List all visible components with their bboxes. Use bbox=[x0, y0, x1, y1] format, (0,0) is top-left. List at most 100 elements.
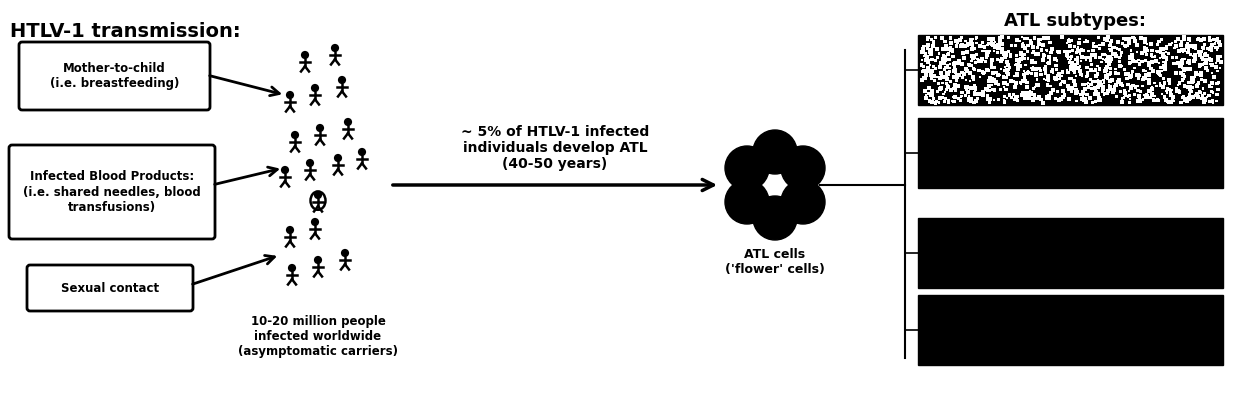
Point bbox=[1068, 44, 1087, 51]
Point bbox=[1056, 48, 1076, 55]
Point bbox=[1123, 82, 1143, 89]
Point bbox=[1192, 54, 1211, 61]
Point bbox=[1110, 88, 1130, 95]
Point bbox=[963, 99, 983, 106]
Point bbox=[945, 60, 965, 67]
Point bbox=[923, 99, 942, 105]
Point bbox=[916, 92, 936, 99]
Point bbox=[1109, 78, 1128, 85]
Point bbox=[1087, 84, 1107, 90]
Point bbox=[1207, 80, 1226, 87]
Point bbox=[946, 70, 966, 77]
Point bbox=[949, 73, 968, 79]
Point bbox=[928, 88, 947, 95]
Circle shape bbox=[345, 119, 351, 125]
Point bbox=[937, 63, 957, 69]
Point bbox=[1049, 48, 1069, 55]
Point bbox=[966, 59, 986, 65]
Point bbox=[1109, 46, 1128, 52]
Point bbox=[1011, 51, 1030, 58]
Circle shape bbox=[781, 146, 825, 190]
Point bbox=[1132, 50, 1152, 56]
Point bbox=[1148, 69, 1168, 76]
Point bbox=[960, 61, 980, 68]
Point bbox=[965, 89, 985, 96]
Point bbox=[1199, 56, 1219, 62]
Point bbox=[1135, 92, 1154, 98]
Circle shape bbox=[286, 227, 294, 234]
Point bbox=[1169, 80, 1189, 86]
Point bbox=[1198, 53, 1218, 59]
Point bbox=[1018, 70, 1038, 76]
Point bbox=[1193, 54, 1213, 60]
Point bbox=[983, 36, 1003, 42]
Point bbox=[1035, 96, 1055, 102]
Point bbox=[1143, 68, 1163, 74]
Point bbox=[1197, 65, 1216, 71]
Point bbox=[1203, 90, 1223, 96]
Point bbox=[1205, 64, 1225, 70]
Point bbox=[1187, 90, 1207, 97]
Point bbox=[1065, 82, 1085, 88]
Point bbox=[1189, 80, 1209, 86]
Point bbox=[1035, 63, 1055, 69]
Point bbox=[966, 40, 986, 46]
Point bbox=[1156, 54, 1176, 61]
Point bbox=[994, 64, 1014, 70]
Point bbox=[992, 34, 1012, 40]
Point bbox=[980, 98, 999, 105]
Point bbox=[1197, 94, 1216, 100]
Point bbox=[1116, 71, 1136, 77]
Point bbox=[965, 54, 985, 61]
Point bbox=[1043, 88, 1063, 94]
Point bbox=[1080, 95, 1100, 102]
Point bbox=[1092, 83, 1112, 90]
Circle shape bbox=[315, 191, 321, 198]
Point bbox=[998, 71, 1018, 77]
Point bbox=[996, 74, 1016, 80]
Point bbox=[1111, 50, 1131, 56]
Point bbox=[931, 85, 951, 91]
Point bbox=[968, 95, 988, 101]
Point bbox=[1148, 96, 1168, 102]
Point bbox=[1090, 45, 1110, 52]
Point bbox=[1122, 52, 1142, 58]
Point bbox=[957, 67, 977, 74]
Point bbox=[1027, 66, 1047, 72]
Point bbox=[1121, 73, 1141, 79]
Point bbox=[1019, 95, 1039, 101]
Point bbox=[1060, 60, 1080, 66]
Point bbox=[1200, 99, 1220, 105]
Point bbox=[1172, 65, 1192, 71]
Point bbox=[1090, 97, 1110, 103]
Point bbox=[1029, 94, 1049, 101]
Point bbox=[1183, 42, 1203, 49]
Point bbox=[980, 83, 999, 89]
Point bbox=[1066, 90, 1086, 97]
Point bbox=[946, 38, 966, 44]
Point bbox=[911, 48, 931, 55]
Point bbox=[1099, 82, 1118, 89]
Point bbox=[1038, 35, 1058, 41]
Point bbox=[1132, 83, 1152, 89]
Point bbox=[916, 56, 936, 62]
Point bbox=[1075, 54, 1095, 61]
Point bbox=[1200, 46, 1220, 52]
Point bbox=[1123, 68, 1143, 74]
Point bbox=[1053, 95, 1073, 101]
Point bbox=[949, 72, 968, 79]
Point bbox=[1018, 42, 1038, 49]
Point bbox=[1125, 91, 1145, 97]
Point bbox=[1073, 89, 1092, 95]
Point bbox=[1102, 77, 1122, 83]
Point bbox=[1063, 64, 1083, 71]
Point bbox=[1185, 55, 1205, 62]
Point bbox=[975, 43, 994, 50]
Point bbox=[936, 81, 956, 87]
Point bbox=[956, 92, 976, 99]
Point bbox=[923, 92, 942, 98]
Point bbox=[932, 74, 952, 81]
Point bbox=[937, 51, 957, 58]
Point bbox=[1156, 49, 1176, 55]
Circle shape bbox=[753, 196, 797, 240]
